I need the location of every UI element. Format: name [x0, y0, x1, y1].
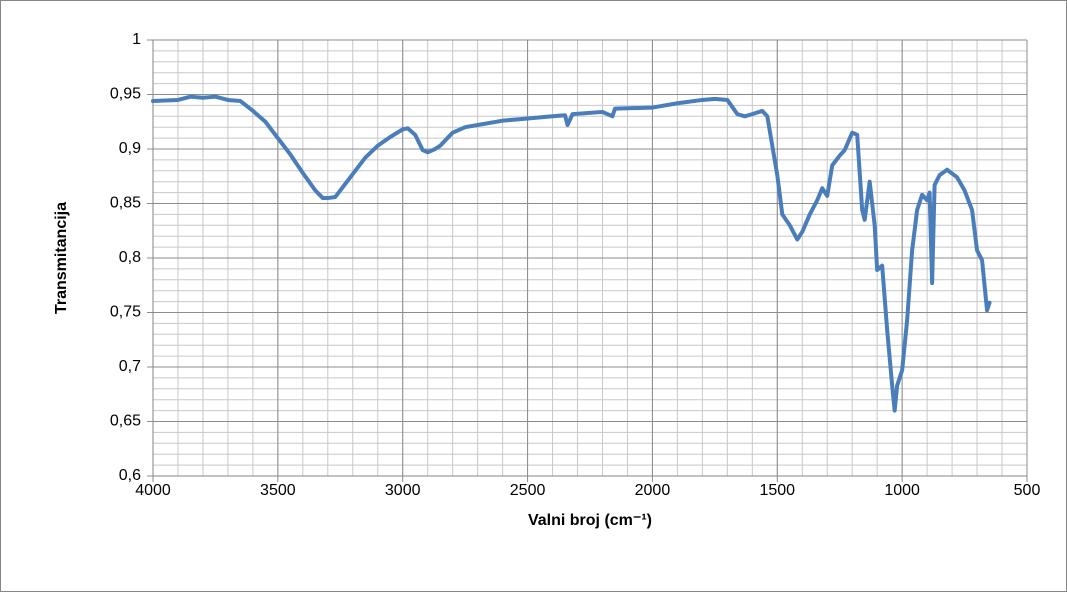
x-tick-label: 3000: [385, 482, 421, 499]
x-tick-label: 500: [1014, 482, 1041, 499]
y-tick-label: 0,85: [110, 195, 141, 212]
y-tick-label: 0,75: [110, 304, 141, 321]
y-tick-label: 0,65: [110, 413, 141, 430]
y-tick-label: 1: [132, 31, 141, 48]
x-tick-label: 2500: [510, 482, 546, 499]
x-axis-title: Valni broj (cm⁻¹): [528, 512, 652, 529]
x-tick-label: 1500: [759, 482, 795, 499]
x-tick-label: 3500: [260, 482, 296, 499]
y-tick-label: 0,9: [119, 140, 141, 157]
y-axis-title: Transmitancija: [53, 202, 70, 314]
y-tick-label: 0,95: [110, 86, 141, 103]
x-tick-label: 1000: [884, 482, 920, 499]
x-tick-label: 2000: [635, 482, 671, 499]
y-tick-label: 0,6: [119, 467, 141, 484]
y-tick-label: 0,8: [119, 249, 141, 266]
y-tick-label: 0,7: [119, 358, 141, 375]
data-line: [151, 94, 992, 413]
x-tick-label: 4000: [135, 482, 171, 499]
